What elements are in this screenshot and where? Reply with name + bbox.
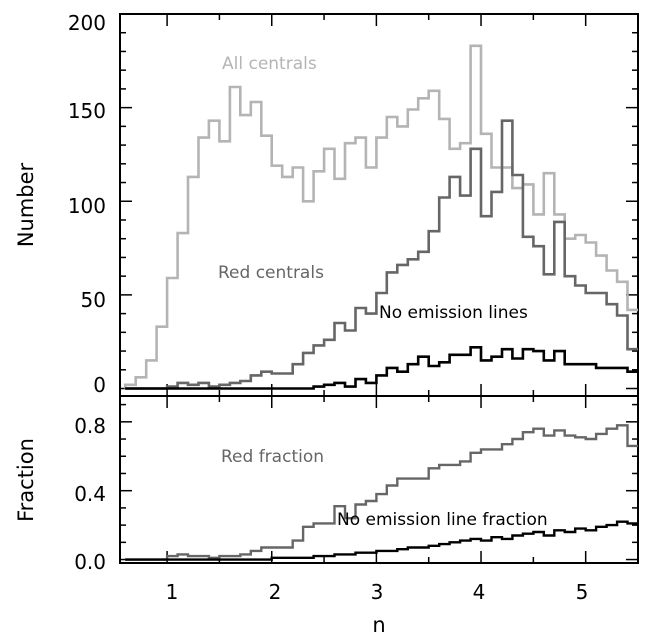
histogram-red-centrals (125, 119, 638, 390)
bottom-y-axis-title: Fraction (14, 438, 38, 522)
top-panel-frame (119, 13, 639, 397)
red-fraction-label: Red fraction (221, 447, 324, 467)
top-ytick-label: 150 (68, 99, 106, 123)
top-ytick-label: 50 (81, 288, 106, 312)
bottom-ytick-label: 0.8 (74, 414, 106, 438)
all-centrals-label: All centrals (222, 54, 317, 74)
top-histograms (123, 44, 638, 390)
bottom-y-ticks (120, 403, 638, 561)
top-ytick-label: 0 (93, 373, 106, 397)
bottom-ytick-label: 0.0 (74, 550, 106, 574)
top-ytick-label: 100 (68, 194, 106, 218)
no-emission-label: No emission lines (379, 303, 528, 323)
bottom-ytick-label: 0.4 (74, 482, 106, 506)
top-y-axis-title: Number (14, 162, 38, 247)
bottom-histograms (125, 424, 638, 561)
top-y-ticks (120, 13, 638, 390)
xtick-label: 1 (166, 580, 179, 604)
xtick-label: 4 (473, 580, 486, 604)
no-emission-fraction-label: No emission line fraction (337, 510, 548, 530)
histogram-no-emission-line-fraction (125, 520, 638, 561)
histogram-no-emission-lines (125, 346, 638, 390)
xtick-label: 3 (371, 580, 384, 604)
xtick-label: 5 (576, 580, 589, 604)
histogram-all-centrals (123, 44, 638, 389)
red-centrals-label: Red centrals (218, 263, 324, 283)
top-ytick-label: 200 (68, 11, 106, 35)
bottom-panel-frame (119, 395, 639, 564)
x-ticks (166, 14, 639, 563)
histogram-red-fraction (125, 424, 638, 561)
x-axis-title: n (372, 613, 385, 637)
xtick-label: 2 (269, 580, 282, 604)
